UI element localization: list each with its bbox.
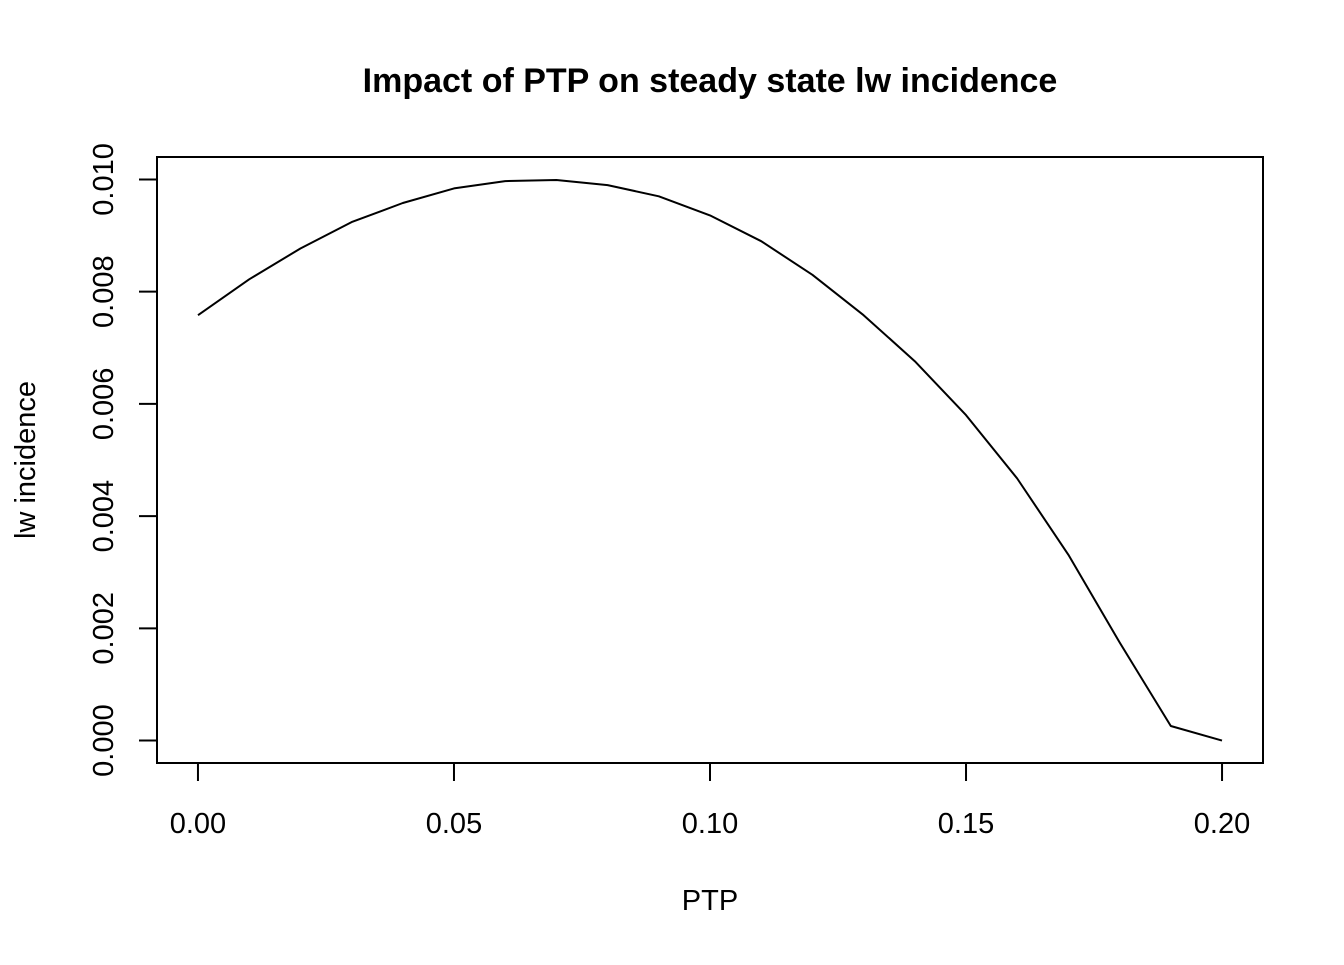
x-tick-label: 0.10 — [682, 808, 738, 840]
y-tick-label: 0.002 — [88, 592, 120, 665]
x-tick-label: 0.15 — [938, 808, 994, 840]
y-tick-label: 0.000 — [88, 704, 120, 777]
x-tick-label: 0.00 — [170, 808, 226, 840]
y-axis-label: lw incidence — [10, 381, 42, 539]
y-tick-label: 0.006 — [88, 368, 120, 441]
y-tick-label: 0.010 — [88, 143, 120, 216]
chart-title: Impact of PTP on steady state lw inciden… — [363, 62, 1058, 100]
x-axis-label: PTP — [682, 885, 738, 917]
plot-frame — [156, 156, 1264, 764]
y-tick-label: 0.004 — [88, 480, 120, 553]
series-layer — [197, 179, 1223, 742]
y-tick-label: 0.008 — [88, 255, 120, 328]
x-axis: 0.00 0.05 0.10 0.15 0.20 — [170, 762, 1250, 840]
x-tick-label: 0.20 — [1194, 808, 1250, 840]
x-tick-label: 0.05 — [426, 808, 482, 840]
y-axis: 0.000 0.002 0.004 0.006 0.008 0.010 — [88, 143, 158, 777]
series-line — [197, 179, 1223, 742]
